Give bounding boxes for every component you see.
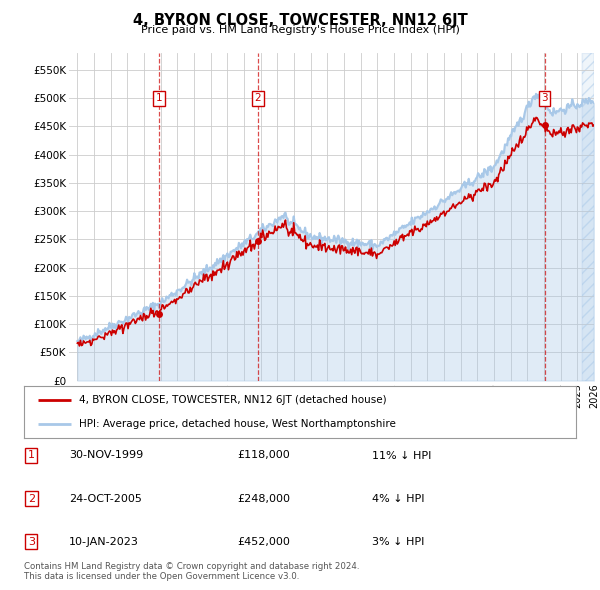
Text: 2: 2: [28, 494, 35, 503]
Text: £118,000: £118,000: [237, 451, 290, 460]
Text: Price paid vs. HM Land Registry's House Price Index (HPI): Price paid vs. HM Land Registry's House …: [140, 25, 460, 35]
Text: £452,000: £452,000: [237, 537, 290, 546]
Text: 10-JAN-2023: 10-JAN-2023: [69, 537, 139, 546]
Text: £248,000: £248,000: [237, 494, 290, 503]
Text: HPI: Average price, detached house, West Northamptonshire: HPI: Average price, detached house, West…: [79, 419, 396, 430]
Text: 3: 3: [28, 537, 35, 546]
Text: 4, BYRON CLOSE, TOWCESTER, NN12 6JT (detached house): 4, BYRON CLOSE, TOWCESTER, NN12 6JT (det…: [79, 395, 387, 405]
Text: 1: 1: [156, 93, 163, 103]
Text: 4% ↓ HPI: 4% ↓ HPI: [372, 494, 425, 503]
Text: 1: 1: [28, 451, 35, 460]
Text: Contains HM Land Registry data © Crown copyright and database right 2024.
This d: Contains HM Land Registry data © Crown c…: [24, 562, 359, 581]
Text: 2: 2: [254, 93, 261, 103]
Bar: [583, 53, 594, 381]
Text: 24-OCT-2005: 24-OCT-2005: [69, 494, 142, 503]
Text: 11% ↓ HPI: 11% ↓ HPI: [372, 451, 431, 460]
Bar: [583, 53, 594, 381]
Text: 30-NOV-1999: 30-NOV-1999: [69, 451, 143, 460]
Text: 3: 3: [541, 93, 548, 103]
Text: 3% ↓ HPI: 3% ↓ HPI: [372, 537, 424, 546]
Text: 4, BYRON CLOSE, TOWCESTER, NN12 6JT: 4, BYRON CLOSE, TOWCESTER, NN12 6JT: [133, 13, 467, 28]
